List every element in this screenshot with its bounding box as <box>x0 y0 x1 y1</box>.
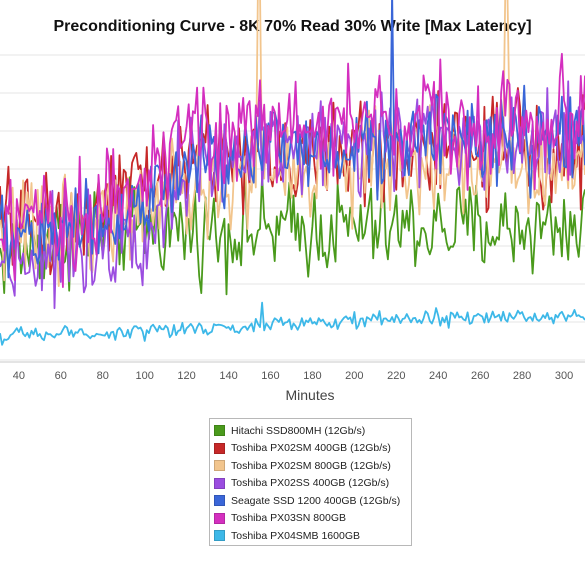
legend-item[interactable]: Toshiba PX03SN 800GB <box>214 510 407 528</box>
series-line-6 <box>0 52 585 289</box>
legend-swatch <box>214 477 225 489</box>
x-tick-label: 100 <box>135 370 153 382</box>
legend-item[interactable]: Toshiba PX02SM 800GB (12Gb/s) <box>214 457 407 475</box>
x-tick-label: 180 <box>303 370 321 382</box>
legend-label: Toshiba PX03SN 800GB <box>231 512 346 525</box>
x-tick-label: 60 <box>55 370 67 382</box>
legend-item[interactable]: Toshiba PX02SS 400GB (12Gb/s) <box>214 475 407 493</box>
series-lines <box>0 0 585 346</box>
x-tick-label: 200 <box>345 370 363 382</box>
x-axis: 40 60 80 100 120 140 160 180 200 220 240 260 280 300 <box>0 361 585 382</box>
x-axis-title: Minutes <box>285 387 334 403</box>
series-line-7 <box>0 301 585 346</box>
x-tick-label: 140 <box>219 370 237 382</box>
legend-item[interactable]: Toshiba PX04SMB 1600GB <box>214 527 407 545</box>
x-tick-label: 80 <box>97 370 109 382</box>
x-tick-label: 240 <box>429 370 447 382</box>
legend-item[interactable]: Hitachi SSD800MH (12Gb/s) <box>214 422 407 440</box>
legend-swatch <box>214 442 225 454</box>
legend-swatch <box>214 530 225 542</box>
legend-label: Toshiba PX02SM 800GB (12Gb/s) <box>231 459 391 472</box>
legend-swatch <box>214 512 225 524</box>
x-tick-label: 120 <box>177 370 195 382</box>
x-tick-label: 260 <box>471 370 489 382</box>
chart-title: Preconditioning Curve - 8K 70% Read 30% … <box>53 18 532 35</box>
x-tick-label: 220 <box>387 370 405 382</box>
legend: Hitachi SSD800MH (12Gb/s) Toshiba PX02SM … <box>209 418 412 546</box>
legend-label: Toshiba PX04SMB 1600GB <box>231 529 360 542</box>
legend-swatch <box>214 425 225 437</box>
x-tick-label: 280 <box>513 370 531 382</box>
legend-swatch <box>214 495 225 507</box>
x-tick-label: 160 <box>261 370 279 382</box>
legend-label: Seagate SSD 1200 400GB (12Gb/s) <box>231 494 401 507</box>
legend-label: Toshiba PX02SS 400GB (12Gb/s) <box>231 477 390 490</box>
legend-label: Hitachi SSD800MH (12Gb/s) <box>231 424 366 437</box>
legend-item[interactable]: Toshiba PX02SM 400GB (12Gb/s) <box>214 440 407 458</box>
x-tick-label: 40 <box>13 370 25 382</box>
legend-item[interactable]: Seagate SSD 1200 400GB (12Gb/s) <box>214 492 407 510</box>
x-tick-label: 300 <box>555 370 573 382</box>
legend-swatch <box>214 460 225 472</box>
legend-label: Toshiba PX02SM 400GB (12Gb/s) <box>231 442 391 455</box>
